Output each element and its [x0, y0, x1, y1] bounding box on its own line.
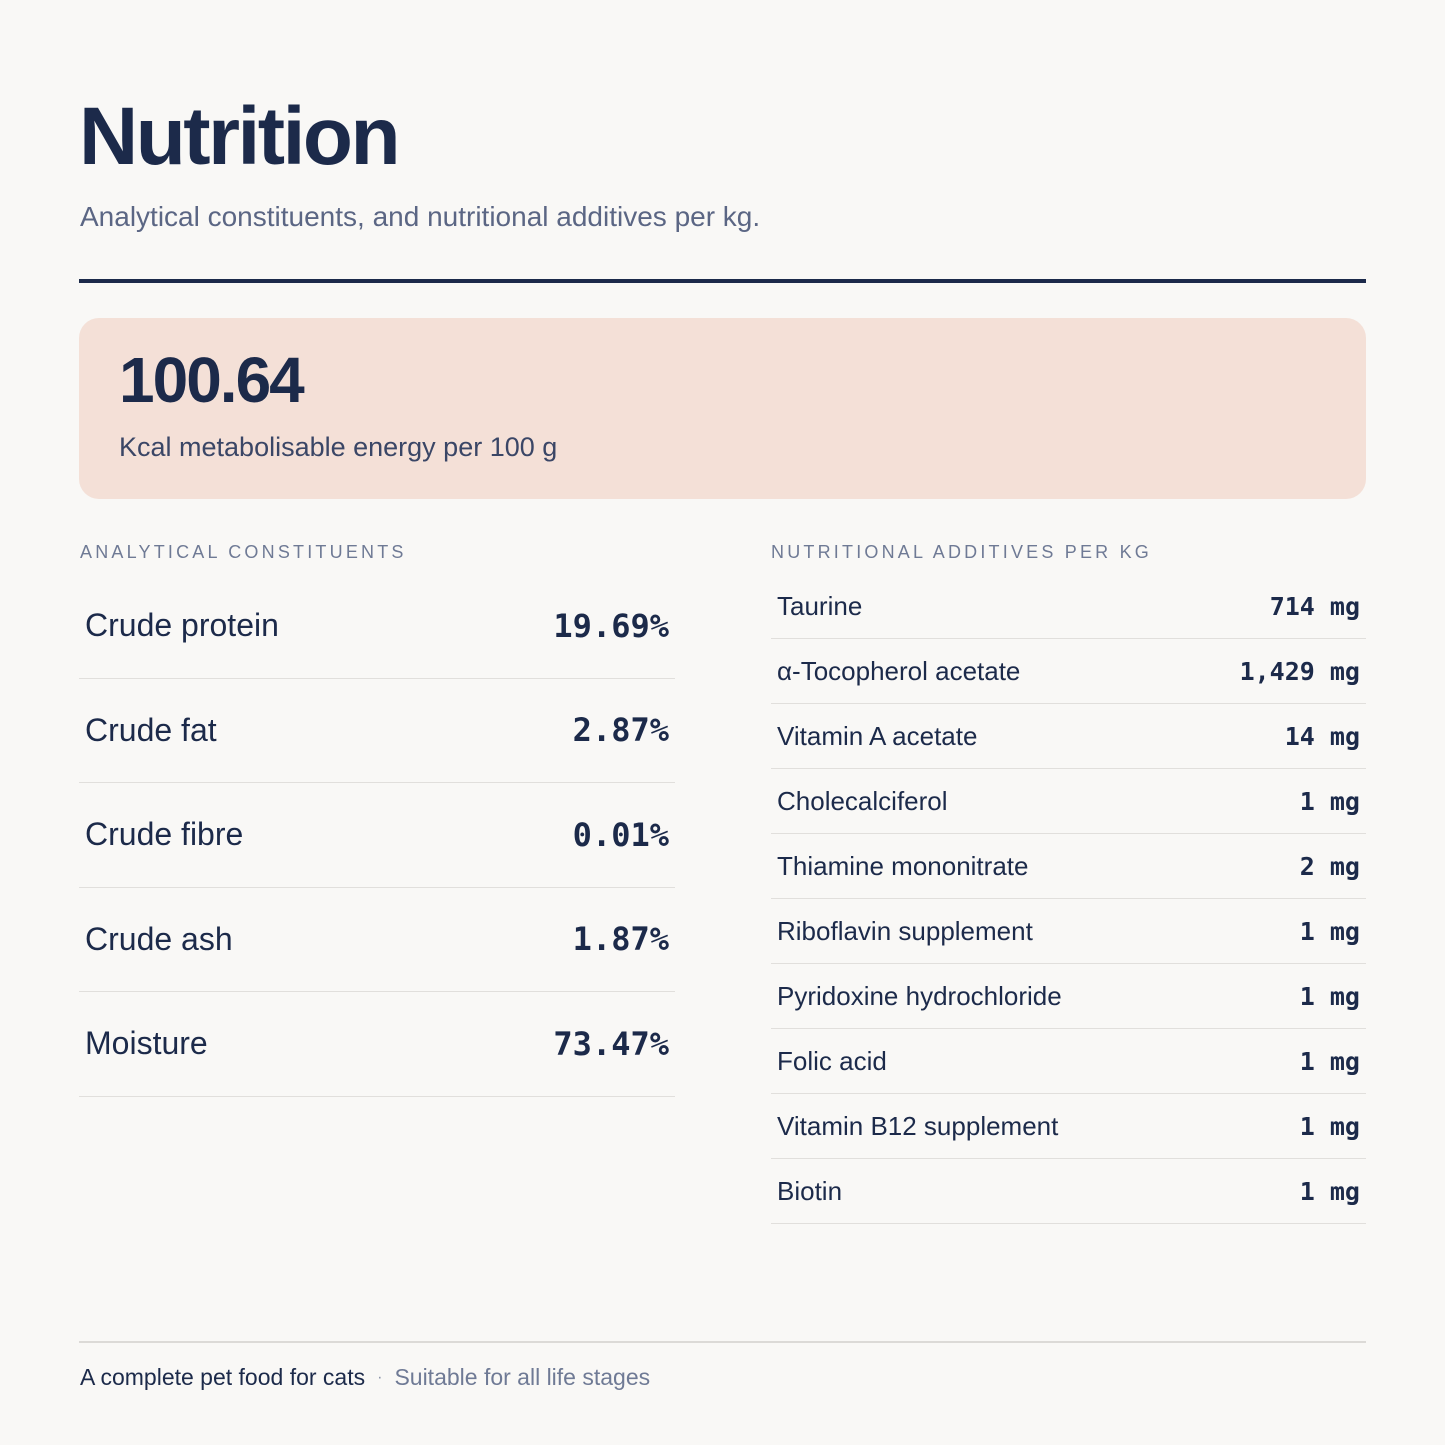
additive-value: 1 mg — [1300, 1112, 1360, 1141]
constituent-name: Crude fibre — [85, 816, 243, 853]
additive-row: Vitamin B12 supplement 1 mg — [771, 1094, 1366, 1159]
analytical-row: Crude fat 2.87% — [79, 679, 675, 784]
additive-name: Pyridoxine hydrochloride — [777, 981, 1062, 1012]
additive-row: Pyridoxine hydrochloride 1 mg — [771, 964, 1366, 1029]
header-divider — [79, 279, 1366, 283]
additive-row: Vitamin A acetate 14 mg — [771, 704, 1366, 769]
additive-value: 1 mg — [1300, 1177, 1360, 1206]
constituent-name: Crude fat — [85, 712, 217, 749]
additive-value: 1 mg — [1300, 982, 1360, 1011]
additive-name: Riboflavin supplement — [777, 916, 1033, 947]
energy-card: 100.64 Kcal metabolisable energy per 100… — [79, 318, 1366, 499]
analytical-list: Crude protein 19.69% Crude fat 2.87% Cru… — [79, 574, 675, 1097]
constituent-name: Crude ash — [85, 921, 233, 958]
additive-row: Folic acid 1 mg — [771, 1029, 1366, 1094]
footer-secondary-text: Suitable for all life stages — [394, 1364, 650, 1392]
additive-value: 1 mg — [1300, 1047, 1360, 1076]
additive-value: 1 mg — [1300, 787, 1360, 816]
additive-name: Vitamin A acetate — [777, 721, 977, 752]
page-title: Nutrition — [79, 96, 398, 178]
analytical-row: Crude fibre 0.01% — [79, 783, 675, 888]
additive-value: 714 mg — [1270, 592, 1360, 621]
page-subtitle: Analytical constituents, and nutritional… — [80, 200, 760, 234]
constituent-name: Crude protein — [85, 607, 279, 644]
analytical-row: Crude ash 1.87% — [79, 888, 675, 993]
additive-name: α-Tocopherol acetate — [777, 656, 1020, 687]
constituent-value: 73.47% — [553, 1025, 669, 1063]
analytical-row: Moisture 73.47% — [79, 992, 675, 1097]
constituent-value: 0.01% — [573, 816, 669, 854]
additive-name: Cholecalciferol — [777, 786, 948, 817]
footer-primary-text: A complete pet food for cats — [80, 1364, 365, 1392]
additive-row: Taurine 714 mg — [771, 574, 1366, 639]
energy-label: Kcal metabolisable energy per 100 g — [119, 431, 557, 463]
constituent-value: 1.87% — [573, 920, 669, 958]
footer: A complete pet food for cats · Suitable … — [80, 1364, 650, 1392]
analytical-heading: ANALYTICAL CONSTITUENTS — [80, 542, 407, 564]
additive-value: 1 mg — [1300, 917, 1360, 946]
additive-value: 2 mg — [1300, 852, 1360, 881]
constituent-value: 2.87% — [573, 711, 669, 749]
additive-row: Biotin 1 mg — [771, 1159, 1366, 1224]
additive-name: Folic acid — [777, 1046, 887, 1077]
additive-row: Cholecalciferol 1 mg — [771, 769, 1366, 834]
additive-value: 1,429 mg — [1240, 657, 1360, 686]
additive-value: 14 mg — [1285, 722, 1360, 751]
constituent-value: 19.69% — [553, 607, 669, 645]
energy-value: 100.64 — [119, 348, 303, 412]
analytical-row: Crude protein 19.69% — [79, 574, 675, 679]
additives-heading: NUTRITIONAL ADDITIVES PER KG — [771, 542, 1152, 564]
additive-name: Thiamine mononitrate — [777, 851, 1028, 882]
additive-name: Taurine — [777, 591, 862, 622]
additive-row: α-Tocopherol acetate 1,429 mg — [771, 639, 1366, 704]
constituent-name: Moisture — [85, 1025, 208, 1062]
additive-row: Riboflavin supplement 1 mg — [771, 899, 1366, 964]
additive-row: Thiamine mononitrate 2 mg — [771, 834, 1366, 899]
footer-divider — [79, 1341, 1366, 1343]
additive-name: Vitamin B12 supplement — [777, 1111, 1058, 1142]
additives-list: Taurine 714 mg α-Tocopherol acetate 1,42… — [771, 574, 1366, 1224]
footer-separator: · — [377, 1368, 382, 1387]
additive-name: Biotin — [777, 1176, 842, 1207]
